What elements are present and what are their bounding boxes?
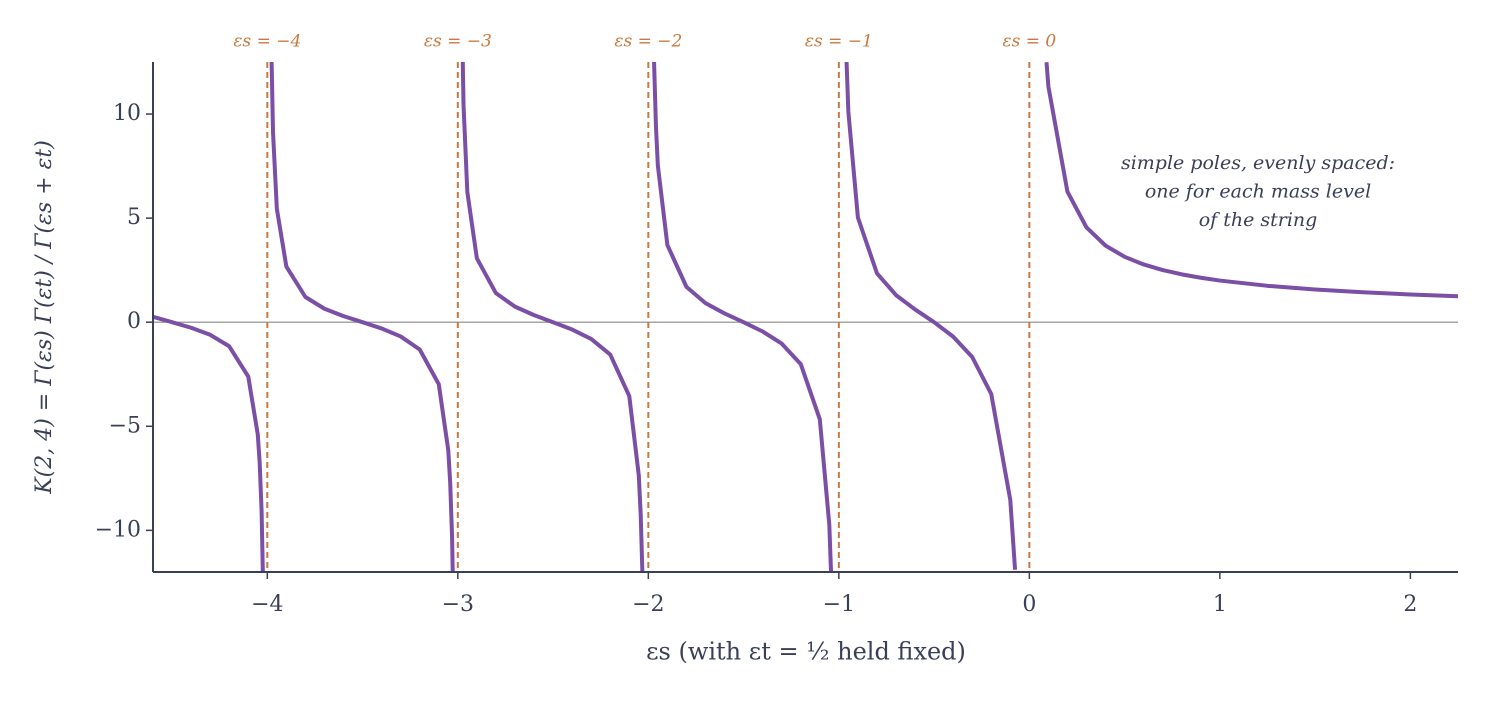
curve [153, 62, 1458, 572]
y-tick-label: −5 [109, 413, 141, 438]
y-tick-label: 10 [113, 101, 141, 126]
annotation: one for each mass level [1145, 181, 1371, 203]
plot-area [153, 62, 1458, 572]
pole-label: εs = −4 [233, 32, 301, 52]
pole-label: εs = −1 [805, 32, 873, 52]
x-tick-label: −1 [823, 592, 855, 617]
x-tick-label: −2 [632, 592, 664, 617]
x-tick-label: −4 [251, 592, 283, 617]
x-axis-label: εs (with εt = ½ held fixed) [646, 638, 966, 666]
x-tick-label: −3 [442, 592, 474, 617]
annotation: simple poles, evenly spaced: [1121, 152, 1395, 174]
x-tick-label: 0 [1022, 592, 1036, 617]
y-tick-label: 0 [127, 309, 141, 334]
x-tick-label: 1 [1213, 592, 1227, 617]
pole-label: εs = −2 [614, 32, 682, 52]
x-tick-label: 2 [1403, 592, 1417, 617]
pole-label: εs = 0 [1002, 32, 1056, 52]
annotation: of the string [1199, 209, 1318, 231]
pole-label: εs = −3 [424, 32, 492, 52]
y-axis-label: K(2, 4) = Γ(εs) Γ(εt) / Γ(εs + εt) [32, 140, 57, 495]
y-tick-label: −10 [95, 517, 141, 542]
y-tick-label: 5 [127, 205, 141, 230]
